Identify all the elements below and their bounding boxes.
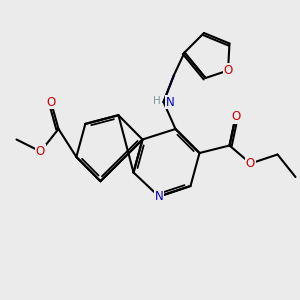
Text: N: N [166, 95, 175, 109]
Text: O: O [224, 64, 232, 77]
Text: O: O [36, 145, 45, 158]
Text: O: O [46, 95, 56, 109]
Text: N: N [154, 190, 164, 203]
Text: H: H [153, 96, 161, 106]
Text: O: O [231, 110, 240, 124]
Text: O: O [246, 157, 255, 170]
